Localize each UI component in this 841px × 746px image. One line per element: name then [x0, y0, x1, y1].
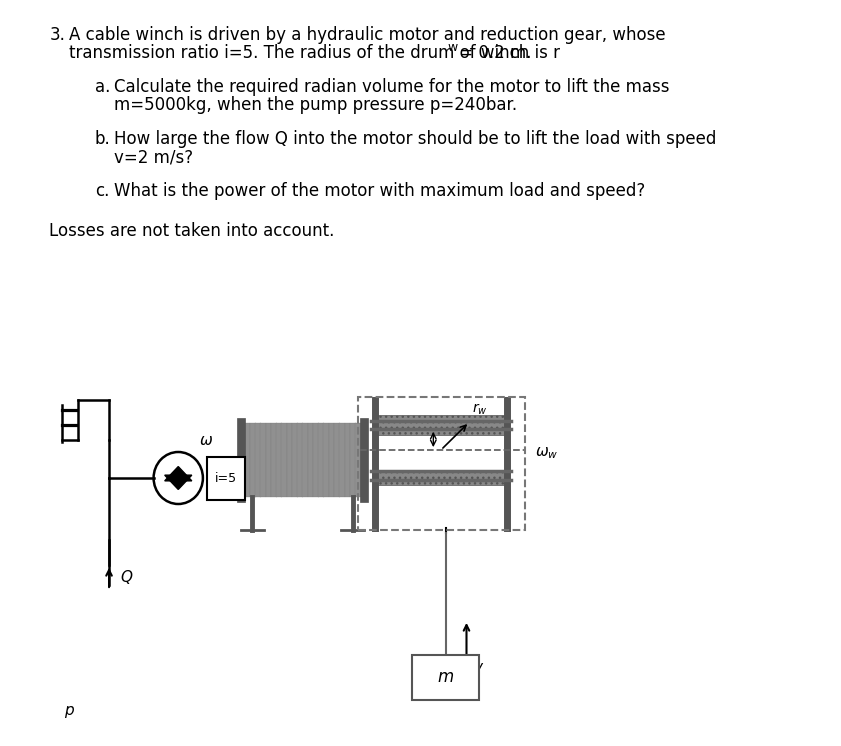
- Bar: [358, 397, 526, 530]
- Bar: [345, 423, 350, 497]
- Bar: [329, 423, 335, 497]
- Text: a.: a.: [95, 78, 110, 96]
- Polygon shape: [165, 466, 192, 481]
- Bar: [292, 423, 298, 497]
- Bar: [250, 423, 256, 497]
- Bar: [237, 418, 245, 502]
- Bar: [355, 423, 361, 497]
- Text: v=2 m/s?: v=2 m/s?: [114, 148, 193, 166]
- Bar: [207, 457, 245, 500]
- Text: $r_w$: $r_w$: [472, 401, 488, 417]
- Bar: [334, 423, 340, 497]
- Text: p: p: [65, 703, 74, 718]
- Bar: [297, 423, 303, 497]
- Bar: [303, 423, 308, 497]
- Text: Losses are not taken into account.: Losses are not taken into account.: [50, 222, 335, 240]
- Bar: [324, 423, 329, 497]
- Bar: [282, 423, 287, 497]
- Text: m: m: [437, 668, 454, 686]
- Bar: [360, 418, 368, 502]
- Text: Q: Q: [120, 570, 132, 585]
- Bar: [377, 472, 505, 485]
- Text: = 0.2 m.: = 0.2 m.: [454, 44, 532, 62]
- Bar: [255, 423, 261, 497]
- Bar: [271, 423, 277, 497]
- Bar: [339, 423, 345, 497]
- Text: $\omega_w$: $\omega_w$: [535, 445, 558, 461]
- Text: Calculate the required radian volume for the motor to lift the mass: Calculate the required radian volume for…: [114, 78, 669, 96]
- Text: i=5: i=5: [214, 472, 236, 485]
- Text: c.: c.: [95, 182, 109, 200]
- Text: How large the flow Q into the motor should be to lift the load with speed: How large the flow Q into the motor shou…: [114, 130, 717, 148]
- Text: v: v: [474, 660, 483, 675]
- Text: transmission ratio i=5. The radius of the drum of winch is r: transmission ratio i=5. The radius of th…: [69, 44, 560, 62]
- Bar: [350, 423, 356, 497]
- Bar: [308, 423, 314, 497]
- Bar: [266, 423, 272, 497]
- Text: A cable winch is driven by a hydraulic motor and reduction gear, whose: A cable winch is driven by a hydraulic m…: [69, 26, 666, 44]
- Text: m=5000kg, when the pump pressure p=240bar.: m=5000kg, when the pump pressure p=240ba…: [114, 96, 517, 114]
- Bar: [261, 423, 266, 497]
- Bar: [412, 655, 479, 700]
- Text: What is the power of the motor with maximum load and speed?: What is the power of the motor with maxi…: [114, 182, 645, 200]
- Text: 3.: 3.: [50, 26, 66, 44]
- Bar: [245, 423, 251, 497]
- Bar: [276, 423, 282, 497]
- Text: w: w: [447, 41, 458, 54]
- Bar: [287, 423, 293, 497]
- Text: ω: ω: [200, 433, 213, 448]
- Bar: [318, 423, 324, 497]
- Text: b.: b.: [95, 130, 110, 148]
- Bar: [313, 423, 319, 497]
- Bar: [377, 415, 505, 435]
- Polygon shape: [165, 475, 192, 489]
